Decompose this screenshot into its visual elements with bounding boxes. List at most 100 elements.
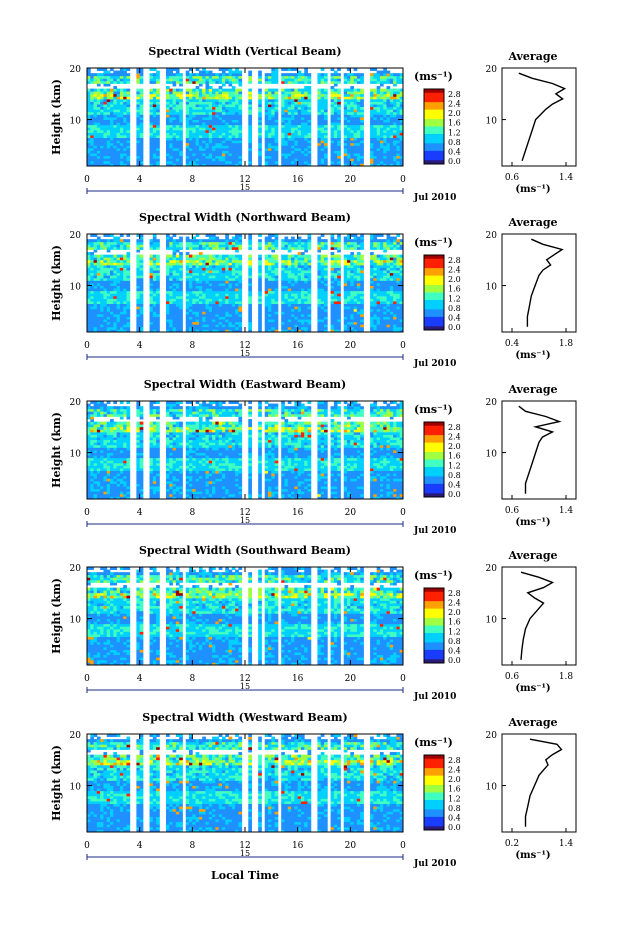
chart-mark — [117, 135, 121, 138]
chart-mark — [285, 242, 289, 245]
chart-mark — [235, 148, 239, 151]
chart-mark — [150, 104, 154, 107]
chart-mark — [117, 143, 121, 146]
chart-mark — [196, 120, 200, 123]
chart-mark — [354, 148, 358, 151]
chart-mark — [331, 112, 335, 115]
chart-mark — [294, 275, 298, 278]
chart-mark — [87, 138, 91, 141]
chart-mark — [176, 120, 180, 123]
chart-mark — [380, 132, 384, 135]
chart-mark — [94, 130, 98, 133]
chart-mark — [196, 102, 200, 105]
chart-mark — [354, 151, 358, 154]
chart-mark — [90, 145, 94, 148]
chart-mark — [222, 273, 226, 276]
chart-mark — [275, 78, 279, 81]
chart-mark — [140, 324, 144, 327]
chart-mark — [232, 117, 236, 120]
chart-mark — [212, 268, 216, 271]
chart-mark — [321, 319, 325, 322]
chart-mark — [209, 327, 213, 330]
chart-mark — [275, 148, 279, 151]
chart-mark — [321, 161, 325, 164]
chart-mark — [370, 161, 374, 164]
chart-mark — [298, 311, 302, 314]
chart-mark — [113, 306, 117, 309]
chart-mark — [117, 275, 121, 278]
chart-mark — [225, 78, 229, 81]
chart-mark — [258, 288, 262, 291]
chart-mark — [298, 286, 302, 289]
chart-mark — [176, 102, 180, 105]
chart-mark — [281, 257, 285, 260]
chart-mark — [357, 107, 361, 110]
chart-mark — [383, 158, 387, 161]
chart-mark — [87, 73, 91, 76]
chart-mark — [107, 291, 111, 294]
chart-mark — [331, 125, 335, 128]
chart-mark — [331, 260, 335, 263]
chart-mark — [373, 89, 377, 92]
chart-mark — [334, 96, 338, 99]
chart-mark — [90, 89, 94, 92]
chart-mark — [271, 288, 275, 291]
chart-mark — [229, 247, 233, 250]
chart-mark — [383, 81, 387, 84]
chart-mark — [123, 158, 127, 161]
chart-mark — [331, 322, 335, 325]
chart-mark — [186, 112, 190, 115]
chart-mark — [291, 247, 295, 250]
chart-mark — [347, 89, 351, 92]
chart-mark — [209, 278, 213, 281]
chart-mark — [337, 148, 341, 151]
chart-mark — [396, 158, 400, 161]
chart-mark — [196, 107, 200, 110]
chart-mark — [209, 242, 213, 245]
chart-mark — [87, 130, 91, 133]
chart-mark — [173, 324, 177, 327]
chart-mark — [265, 76, 269, 79]
chart-mark — [97, 117, 101, 120]
chart-mark — [258, 143, 262, 146]
chart-mark — [199, 322, 203, 325]
chart-mark — [113, 296, 117, 299]
chart-mark — [176, 96, 180, 99]
chart-mark — [117, 114, 121, 117]
chart-mark — [169, 120, 173, 123]
chart-mark — [291, 125, 295, 128]
chart-mark — [176, 242, 180, 245]
chart-mark — [215, 291, 219, 294]
chart-mark — [317, 311, 321, 314]
chart-mark — [176, 278, 180, 281]
chart-mark — [113, 158, 117, 161]
chart-mark — [248, 76, 252, 79]
chart-mark — [202, 81, 206, 84]
chart-mark — [235, 153, 239, 156]
chart-mark — [87, 153, 91, 156]
chart-mark — [179, 102, 183, 105]
chart-mark — [258, 298, 262, 301]
chart-mark — [110, 78, 114, 81]
chart-mark — [317, 265, 321, 268]
chart-mark — [173, 138, 177, 141]
chart-mark — [387, 107, 391, 110]
chart-mark — [123, 78, 127, 81]
chart-mark — [360, 132, 364, 135]
chart-mark — [373, 161, 377, 164]
chart-mark — [235, 296, 239, 299]
chart-mark — [268, 78, 272, 81]
chart-mark — [117, 327, 121, 330]
chart-mark — [206, 296, 210, 299]
chart-mark — [127, 275, 131, 278]
chart-mark — [103, 311, 107, 314]
chart-mark — [317, 73, 321, 76]
chart-mark — [199, 120, 203, 123]
chart-mark — [288, 283, 292, 286]
chart-mark — [271, 255, 275, 258]
chart-mark — [206, 104, 210, 107]
chart-mark — [120, 314, 124, 317]
chart-mark — [324, 257, 328, 260]
chart-mark — [150, 91, 154, 94]
chart-mark — [248, 156, 252, 159]
